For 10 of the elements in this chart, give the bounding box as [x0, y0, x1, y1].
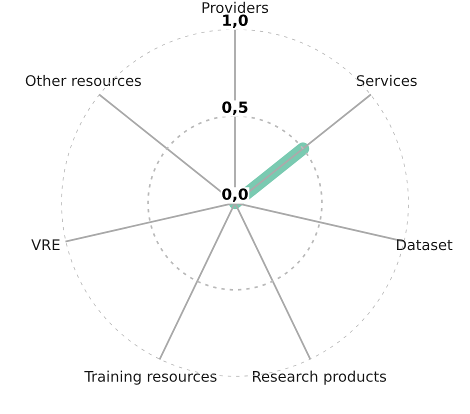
spoke-label: Other resources — [26, 74, 141, 86]
spoke-label: Dataset — [397, 239, 452, 250]
y-tick-label: 0,0 — [222, 188, 248, 202]
y-tick-label: 0,5 — [222, 101, 248, 115]
spoke-label: Services — [356, 74, 417, 86]
spoke-label: Providers — [202, 2, 268, 14]
y-tick-label: 1,0 — [223, 14, 248, 28]
spoke-label: Research products — [253, 370, 386, 385]
spoke-label: VRE — [31, 239, 60, 250]
spoke-label: Training resources — [84, 370, 217, 385]
